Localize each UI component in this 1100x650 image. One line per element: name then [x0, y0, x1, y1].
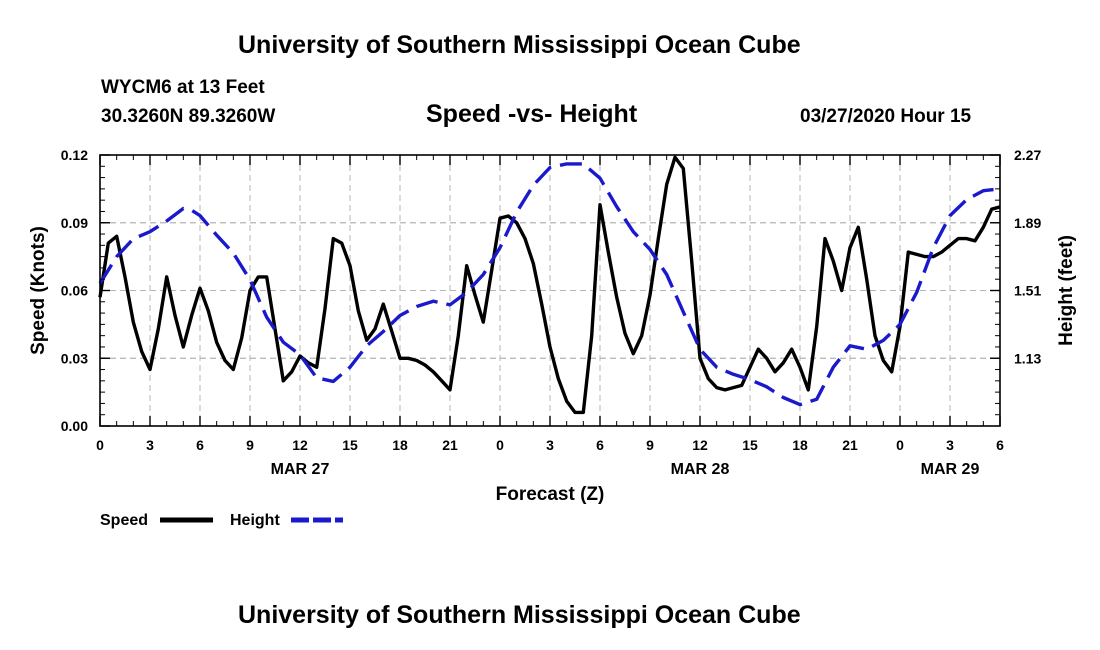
y2-tick-label: 1.13	[1014, 350, 1041, 366]
x-tick-label: 21	[842, 437, 858, 453]
y2-tick-label: 1.89	[1014, 215, 1041, 231]
x-tick-label: 12	[692, 437, 708, 453]
speed-series-line	[98, 155, 1001, 415]
y-tick-label: 0.09	[61, 215, 88, 231]
x-tick-label: 21	[442, 437, 458, 453]
y-tick-label: 0.06	[61, 283, 88, 299]
forecast-datetime: 03/27/2020 Hour 15	[800, 106, 972, 127]
x-tick-label: 6	[996, 437, 1004, 453]
x-tick-label: 3	[146, 437, 154, 453]
footer-title: University of Southern Mississippi Ocean…	[238, 601, 801, 629]
x-tick-label: 15	[742, 437, 758, 453]
x-tick-label: 15	[342, 437, 358, 453]
y-tick-label: 0.12	[61, 147, 88, 163]
date-label: MAR 28	[671, 461, 730, 478]
y-tick-label: 0.00	[61, 418, 88, 434]
date-label: MAR 27	[271, 461, 330, 478]
x-axis-title: Forecast (Z)	[496, 484, 605, 505]
x-tick-label: 3	[946, 437, 954, 453]
legend-height-label: Height	[230, 512, 280, 529]
grid-layer	[100, 155, 1000, 426]
legend-speed-label: Speed	[100, 512, 148, 529]
x-tick-label: 3	[546, 437, 554, 453]
y-axis-title: Speed (Knots)	[28, 226, 49, 355]
series-layer	[98, 155, 1001, 415]
x-tick-label: 18	[792, 437, 808, 453]
y2-axis-title: Height (feet)	[1056, 235, 1077, 346]
x-tick-label: 9	[646, 437, 654, 453]
y2-tick-label: 2.27	[1014, 147, 1041, 163]
chart-title: Speed -vs- Height	[426, 100, 638, 128]
station-label: WYCM6 at 13 Feet	[101, 77, 265, 98]
x-tick-label: 6	[596, 437, 604, 453]
speed-height-chart: 0 3 6 9 12 15 18 21 0 3 6 9 12 15 18 21 0 3 6 0.00 0.03 0.06 0…	[28, 147, 1077, 529]
x-tick-label: 9	[246, 437, 254, 453]
date-label: MAR 29	[921, 461, 980, 478]
label-layer: 0 3 6 9 12 15 18 21 0 3 6 9 12 15 18 21 0 3 6 0.00 0.03 0.06 0…	[28, 147, 1077, 529]
x-tick-label: 0	[496, 437, 504, 453]
x-tick-label: 6	[196, 437, 204, 453]
y-tick-label: 0.03	[61, 350, 88, 366]
page-title: University of Southern Mississippi Ocean…	[238, 31, 801, 59]
x-tick-label: 12	[292, 437, 308, 453]
axis-layer	[99, 154, 1001, 427]
x-tick-label: 0	[96, 437, 104, 453]
height-series-line	[98, 162, 1001, 407]
x-tick-label: 18	[392, 437, 408, 453]
station-coords: 30.3260N 89.3260W	[101, 106, 276, 127]
x-tick-label: 0	[896, 437, 904, 453]
y2-tick-label: 1.51	[1014, 283, 1041, 299]
